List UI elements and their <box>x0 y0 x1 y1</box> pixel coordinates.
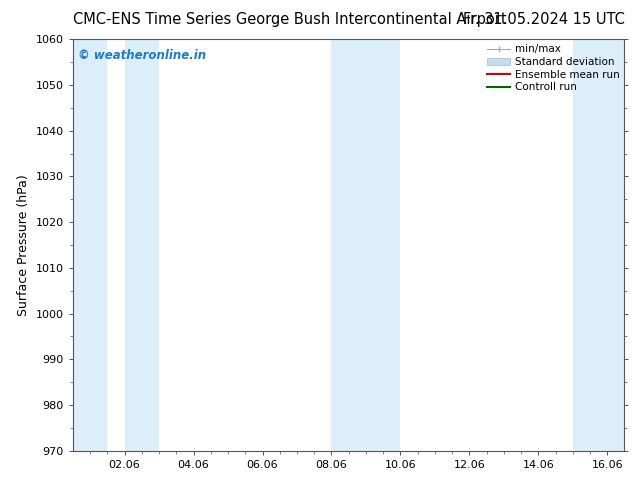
Text: Fr. 31.05.2024 15 UTC: Fr. 31.05.2024 15 UTC <box>463 12 624 27</box>
Text: CMC-ENS Time Series George Bush Intercontinental Airport: CMC-ENS Time Series George Bush Intercon… <box>73 12 507 27</box>
Bar <box>573 39 634 451</box>
Bar <box>73 39 107 451</box>
Bar <box>332 39 401 451</box>
Y-axis label: Surface Pressure (hPa): Surface Pressure (hPa) <box>17 174 30 316</box>
Bar <box>125 39 159 451</box>
Legend: min/max, Standard deviation, Ensemble mean run, Controll run: min/max, Standard deviation, Ensemble me… <box>486 42 621 94</box>
Text: © weatheronline.in: © weatheronline.in <box>79 49 207 63</box>
